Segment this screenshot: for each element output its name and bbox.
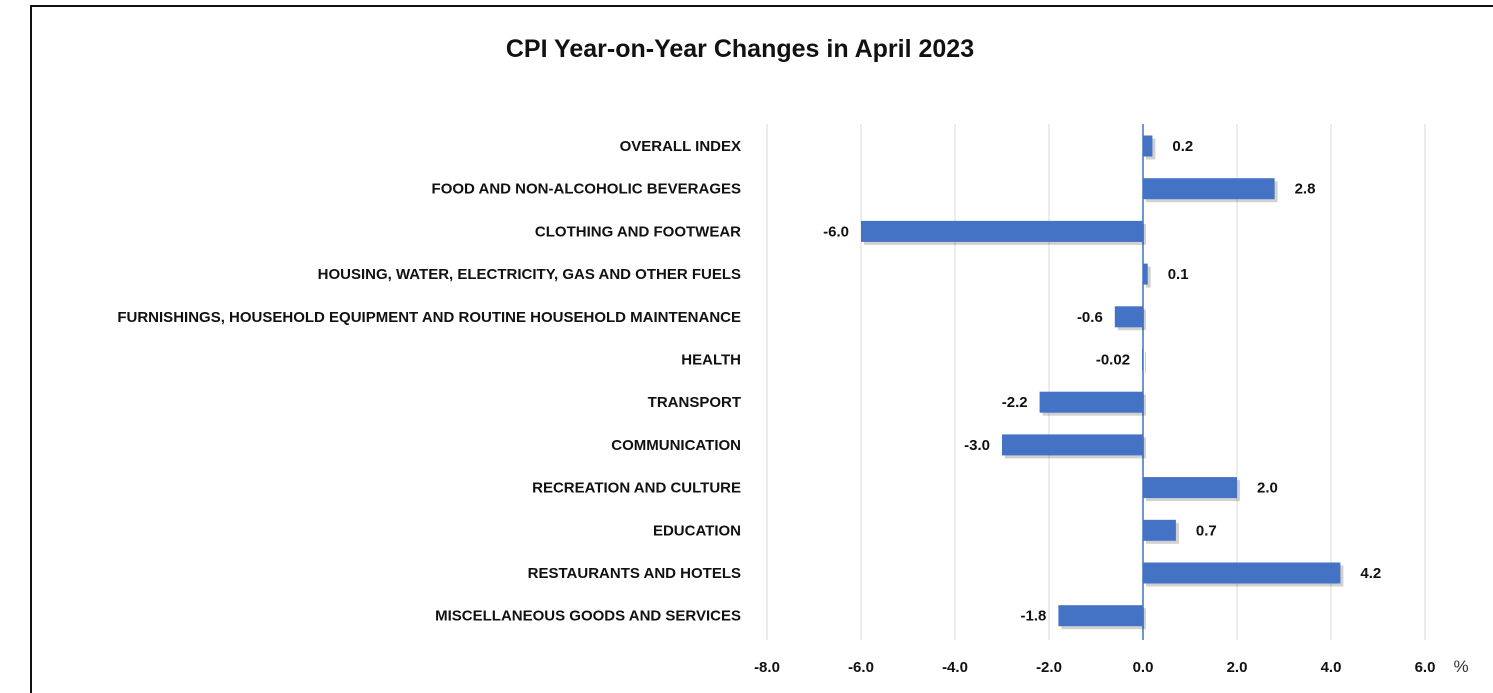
data-label: -2.2 (1002, 394, 1028, 411)
data-labels: 0.2 2.8 -6.0 0.1 -0.6 -0.02 -2.2 -3.0 2.0 0.7 4.2 -… (823, 138, 1381, 625)
gridlines (766, 124, 1426, 640)
data-label: 0.7 (1196, 522, 1217, 539)
x-tick-label: -8.0 (754, 659, 780, 676)
data-label: -0.02 (1096, 352, 1130, 369)
bar-shadow (1145, 352, 1147, 373)
bar (1143, 519, 1176, 541)
category-label: HOUSING, WATER, ELECTRICITY, GAS AND OTH… (318, 266, 741, 283)
bar (1143, 562, 1341, 584)
x-tick-label: -4.0 (942, 659, 968, 676)
x-tick-label: 4.0 (1321, 659, 1342, 676)
category-label: EDUCATION (653, 522, 741, 539)
data-label: 0.2 (1172, 138, 1193, 155)
x-tick-label: 6.0 (1415, 659, 1436, 676)
x-tick-label: -6.0 (848, 659, 874, 676)
bar (1142, 349, 1144, 370)
category-label: HEALTH (681, 352, 741, 369)
bar (1143, 263, 1148, 285)
category-label: OVERALL INDEX (620, 138, 741, 155)
x-axis-unit-label: % (1453, 657, 1468, 676)
chart-title: CPI Year-on-Year Changes in April 2023 (506, 35, 974, 63)
x-tick-label: 0.0 (1133, 659, 1154, 676)
data-label: -1.8 (1021, 608, 1047, 625)
data-label: 2.8 (1295, 181, 1316, 198)
bar (1039, 391, 1143, 413)
x-tick-label: -2.0 (1036, 659, 1062, 676)
category-label: COMMUNICATION (611, 437, 741, 454)
bar (1143, 135, 1153, 157)
bar (1114, 306, 1143, 328)
category-labels: OVERALL INDEX FOOD AND NON-ALCOHOLIC BEVE… (117, 138, 741, 625)
category-label: FURNISHINGS, HOUSEHOLD EQUIPMENT AND ROU… (117, 309, 741, 326)
category-label: TRANSPORT (648, 394, 741, 411)
data-label: -6.0 (823, 223, 849, 240)
x-tick-labels: -8.0 -6.0 -4.0 -2.0 0.0 2.0 4.0 6.0 (754, 659, 1435, 676)
bar (1143, 178, 1275, 200)
category-label: RESTAURANTS AND HOTELS (528, 565, 741, 582)
category-label: RECREATION AND CULTURE (532, 480, 741, 497)
category-label: CLOTHING AND FOOTWEAR (535, 223, 741, 240)
bar (1058, 605, 1143, 627)
bar (1002, 434, 1143, 456)
category-label: FOOD AND NON-ALCOHOLIC BEVERAGES (432, 181, 741, 198)
data-label: 4.2 (1360, 565, 1381, 582)
data-label: -0.6 (1077, 309, 1103, 326)
data-label: 2.0 (1257, 480, 1278, 497)
bar-shadow (1146, 266, 1151, 288)
bar (1143, 477, 1237, 499)
data-label: 0.1 (1168, 266, 1189, 283)
category-label: MISCELLANEOUS GOODS AND SERVICES (435, 608, 741, 625)
bar (861, 220, 1143, 242)
bars (861, 135, 1344, 630)
data-label: -3.0 (964, 437, 990, 454)
x-tick-label: 2.0 (1227, 659, 1248, 676)
